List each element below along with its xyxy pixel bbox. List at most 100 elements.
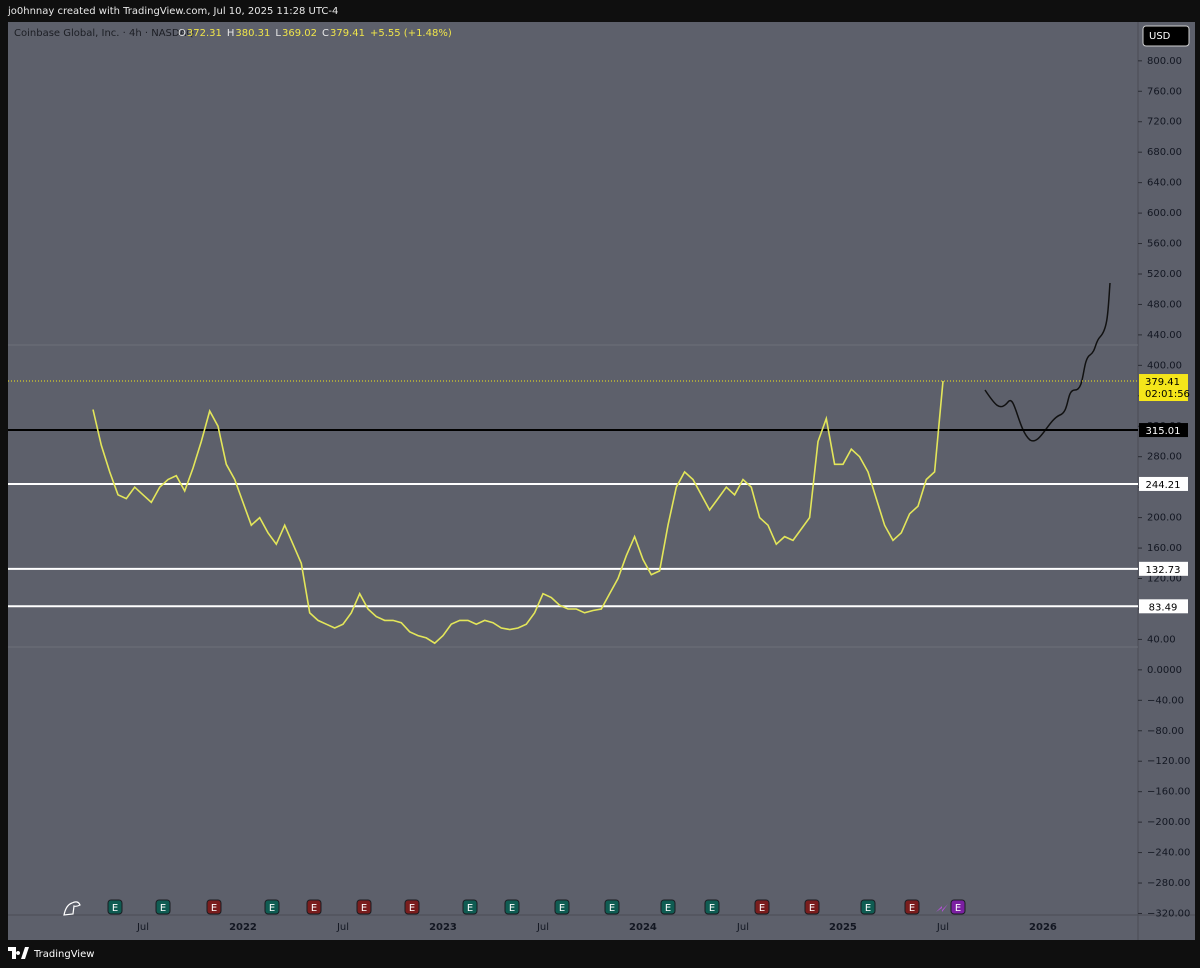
earnings-label: E: [955, 903, 961, 914]
y-tick-label: −160.00: [1147, 787, 1190, 798]
split-icon: [936, 904, 948, 912]
earnings-label: E: [809, 903, 815, 914]
brand-logo: [8, 947, 29, 959]
earnings-marker: [155, 899, 171, 915]
currency-label: USD: [1149, 31, 1171, 42]
y-tick-label: 480.00: [1147, 299, 1182, 310]
y-tick-label: 440.00: [1147, 330, 1182, 341]
earnings-marker: [704, 899, 720, 915]
earnings-marker: [754, 899, 770, 915]
earnings-label: E: [269, 903, 275, 914]
legend-value: 380.31: [235, 28, 270, 39]
y-tick-label: 720.00: [1147, 117, 1182, 128]
y-tick-label: −40.00: [1147, 695, 1184, 706]
level-tag: [1139, 599, 1188, 614]
earnings-marker: [950, 899, 966, 915]
earnings-label: E: [112, 903, 118, 914]
x-tick-label: Jul: [536, 922, 549, 933]
earnings-label: E: [467, 903, 473, 914]
y-tick-label: −120.00: [1147, 756, 1190, 767]
x-tick-label: 2025: [829, 922, 857, 933]
y-tick-label: 520.00: [1147, 269, 1182, 280]
earnings-marker: [660, 899, 676, 915]
level-tag: [1139, 476, 1188, 491]
y-tick-label: 760.00: [1147, 86, 1182, 97]
x-tick-label: 2023: [429, 922, 457, 933]
earnings-marker: [804, 899, 820, 915]
y-tick-label: −80.00: [1147, 726, 1184, 737]
earnings-label: E: [609, 903, 615, 914]
x-tick-label: Jul: [736, 922, 749, 933]
price-line: [92, 380, 944, 645]
x-tick-label: 2024: [629, 922, 657, 933]
x-tick-label: Jul: [936, 922, 949, 933]
legend: Coinbase Global, Inc. · 4h · NASDAQ O 372…: [14, 28, 452, 39]
y-tick-label: 160.00: [1147, 543, 1182, 554]
earnings-marker: [107, 899, 123, 915]
earnings-marker: [860, 899, 876, 915]
earnings-marker: [404, 899, 420, 915]
last-price-tag: [1139, 374, 1188, 402]
y-tick-label: −240.00: [1147, 848, 1190, 859]
legend-key: O: [178, 28, 186, 39]
earnings-label: E: [759, 903, 765, 914]
legend-key: L: [275, 28, 281, 39]
y-tick-label: 600.00: [1147, 208, 1182, 219]
level-label: 315.01: [1146, 426, 1181, 437]
y-tick-label: 40.00: [1147, 634, 1176, 645]
y-tick-label: 120.00: [1147, 574, 1182, 585]
y-tick-label: 800.00: [1147, 56, 1182, 67]
earnings-marker: [462, 899, 478, 915]
legend-change: +5.55 (+1.48%): [370, 28, 452, 39]
earnings-marker: [356, 899, 372, 915]
y-tick-label: 400.00: [1147, 360, 1182, 371]
y-tick-label: 560.00: [1147, 239, 1182, 250]
y-tick-label: 280.00: [1147, 452, 1182, 463]
legend-key: C: [322, 28, 329, 39]
earnings-label: E: [509, 903, 515, 914]
legend-value: 379.41: [330, 28, 365, 39]
currency-button[interactable]: [1142, 25, 1190, 47]
level-tag: [1139, 561, 1188, 576]
brand-name: TradingView: [33, 949, 94, 960]
level-label: 244.21: [1146, 480, 1181, 491]
earnings-label: E: [709, 903, 715, 914]
x-tick-label: 2022: [229, 922, 257, 933]
earnings-label: E: [665, 903, 671, 914]
x-tick-label: Jul: [336, 922, 349, 933]
x-tick-label: 2026: [1029, 922, 1057, 933]
header-text: jo0hnnay created with TradingView.com, J…: [7, 6, 338, 17]
legend-value: 372.31: [187, 28, 222, 39]
legend-symbol: Coinbase Global, Inc. · 4h · NASDAQ: [14, 28, 194, 39]
earnings-label: E: [361, 903, 367, 914]
earnings-marker: [206, 899, 222, 915]
earnings-label: E: [160, 903, 166, 914]
level-label: 83.49: [1149, 602, 1178, 613]
earnings-label: E: [311, 903, 317, 914]
earnings-marker: [604, 899, 620, 915]
earnings-label: E: [559, 903, 565, 914]
y-tick-label: −280.00: [1147, 878, 1190, 889]
earnings-label: E: [865, 903, 871, 914]
y-tick-label: 200.00: [1147, 513, 1182, 524]
earnings-marker: [306, 899, 322, 915]
y-tick-label: 640.00: [1147, 178, 1182, 189]
earnings-marker: [554, 899, 570, 915]
countdown-label: 02:01:56: [1145, 389, 1190, 400]
last-price-label: 379.41: [1145, 377, 1180, 388]
y-tick-label: 0.0000: [1147, 665, 1182, 676]
y-tick-label: −200.00: [1147, 817, 1190, 828]
chart-area: [8, 22, 1195, 940]
legend-value: 369.02: [282, 28, 317, 39]
legend-key: H: [227, 28, 235, 39]
level-tag: [1139, 423, 1188, 438]
projection-drawing: [984, 282, 1111, 442]
earnings-label: E: [409, 903, 415, 914]
earnings-marker: [264, 899, 280, 915]
level-label: 132.73: [1146, 565, 1181, 576]
x-tick-label: Jul: [136, 922, 149, 933]
earnings-label: E: [211, 903, 217, 914]
dino-icon: [63, 901, 81, 916]
